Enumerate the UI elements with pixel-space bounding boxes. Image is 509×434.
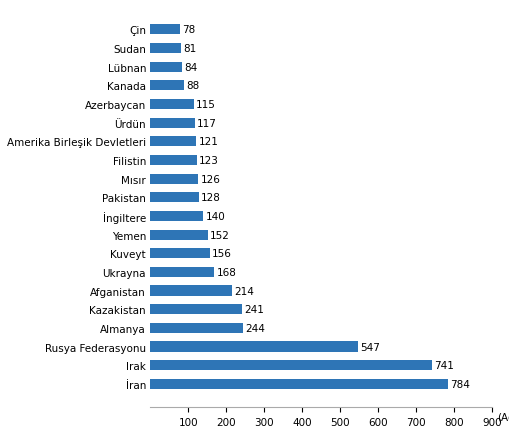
- Bar: [150, 211, 204, 222]
- Text: 784: 784: [450, 379, 470, 389]
- Text: 81: 81: [183, 44, 196, 54]
- Text: 128: 128: [201, 193, 221, 203]
- Bar: [150, 230, 208, 240]
- Text: (Adet): (Adet): [497, 412, 509, 422]
- Text: 214: 214: [234, 286, 253, 296]
- Bar: [150, 193, 199, 203]
- Text: 140: 140: [206, 211, 225, 221]
- Text: 547: 547: [360, 342, 380, 352]
- Text: 156: 156: [212, 249, 232, 259]
- Bar: [150, 305, 242, 315]
- Text: 121: 121: [199, 137, 218, 147]
- Bar: [150, 342, 358, 352]
- Bar: [150, 379, 448, 389]
- Bar: [150, 267, 214, 277]
- Text: 84: 84: [184, 62, 197, 72]
- Text: 241: 241: [244, 305, 264, 315]
- Text: 78: 78: [182, 25, 195, 35]
- Text: 244: 244: [245, 323, 265, 333]
- Bar: [150, 81, 184, 91]
- Text: 152: 152: [210, 230, 230, 240]
- Text: 168: 168: [216, 267, 236, 277]
- Bar: [150, 323, 243, 333]
- Bar: [150, 118, 195, 128]
- Bar: [150, 25, 180, 36]
- Bar: [150, 62, 182, 72]
- Bar: [150, 249, 210, 259]
- Text: 126: 126: [201, 174, 220, 184]
- Text: 115: 115: [196, 100, 216, 110]
- Text: 88: 88: [186, 81, 199, 91]
- Bar: [150, 360, 432, 371]
- Bar: [150, 155, 197, 166]
- Bar: [150, 137, 196, 147]
- Bar: [150, 286, 232, 296]
- Bar: [150, 174, 198, 184]
- Bar: [150, 44, 181, 54]
- Text: 117: 117: [197, 118, 217, 128]
- Text: 123: 123: [199, 156, 219, 166]
- Bar: [150, 100, 194, 110]
- Text: 741: 741: [434, 361, 454, 371]
